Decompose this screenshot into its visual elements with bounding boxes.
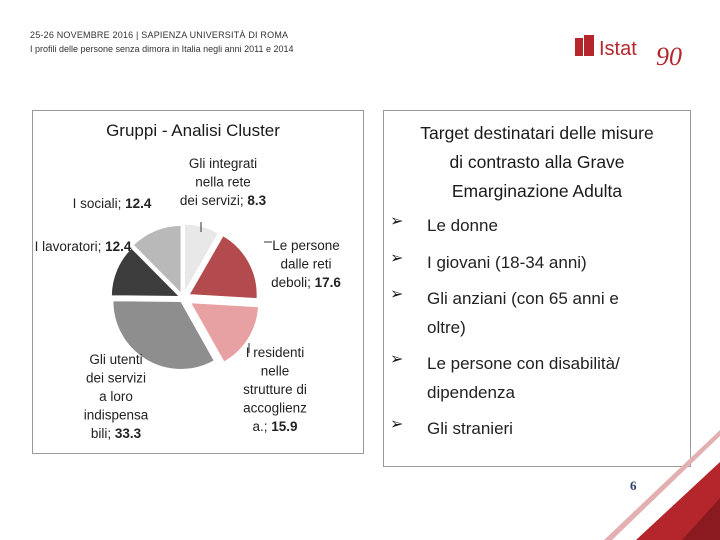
- pie-slice-value: 17.6: [311, 275, 342, 290]
- target-title-line: Emarginazione Adulta: [451, 181, 623, 201]
- arrow-bullet-icon: ➢: [390, 250, 404, 267]
- pie-slice: [184, 223, 220, 295]
- pie-slice-value: 15.9: [267, 419, 297, 434]
- pie-slice-value: 12.4: [101, 239, 132, 254]
- pie-slice-label: I lavoratori; 12.4: [35, 239, 132, 254]
- target-item-text: I giovani (18-34 anni): [427, 248, 677, 277]
- arrow-bullet-icon: ➢: [390, 351, 404, 368]
- pie-slice: [188, 235, 258, 300]
- logo-block-right: [584, 35, 594, 56]
- pie-slice-label: Le persone dalle reti deboli; 17.6: [271, 238, 341, 290]
- target-item-text: Le persone con disabilità/ dipendenza: [427, 349, 677, 407]
- pie-slice-value: 8.3: [244, 193, 267, 208]
- target-item-line: Gli stranieri: [427, 419, 513, 438]
- pie-slice: [189, 302, 260, 363]
- cluster-chart-panel: Gruppi - Analisi Cluster Gli integrati ne…: [32, 110, 364, 454]
- arrow-bullet-icon: ➢: [390, 213, 404, 230]
- corner-triangle-red: [636, 462, 720, 540]
- header-subtitle-line: I profili delle persone senza dimora in …: [30, 44, 294, 54]
- target-title: Target destinatari delle misure di contr…: [384, 119, 690, 206]
- pie-leader-lines: [200, 222, 272, 353]
- target-item-line: Le donne: [427, 216, 498, 235]
- pie-slice-label: I residenti nelle strutture di accoglienz a.…: [243, 345, 307, 434]
- logo-90-text: 90: [656, 42, 682, 71]
- pie-slice: [132, 224, 182, 295]
- logo-istat-text: Istat: [599, 38, 637, 60]
- target-item-text: Gli stranieri: [427, 414, 677, 443]
- target-panel: Target destinatari delle misure di contr…: [383, 110, 691, 467]
- pie-slice-value: 33.3: [111, 426, 142, 441]
- target-item-line: I giovani (18-34 anni): [427, 253, 587, 272]
- chart-title: Gruppi - Analisi Cluster: [106, 121, 280, 140]
- pie-slice: [112, 300, 215, 370]
- pie-labels-group: Gli integrati nella rete dei servizi; 8.3L…: [35, 156, 342, 441]
- page-number: 6: [630, 478, 637, 493]
- target-item-line: oltre): [427, 318, 466, 337]
- target-item-line: Le persone con disabilità/: [427, 354, 620, 373]
- istat-logo: Istat 90: [575, 35, 682, 71]
- pie-slice-label: Gli integrati nella rete dei servizi; 8.3: [180, 156, 267, 208]
- arrow-bullet-icon: ➢: [390, 416, 404, 433]
- logo-block-left: [575, 38, 583, 56]
- target-item-line: dipendenza: [427, 383, 515, 402]
- pie-slice-value: 12.4: [121, 196, 152, 211]
- cluster-pie-chart: Gruppi - Analisi Cluster Gli integrati ne…: [35, 121, 342, 441]
- target-item-text: Le donne: [427, 211, 677, 240]
- target-title-line: di contrasto alla Grave: [449, 152, 625, 172]
- target-title-line: Target destinatari delle misure: [420, 123, 654, 143]
- pie-slice: [110, 247, 181, 297]
- header-event-line: 25-26 NOVEMBRE 2016 | SAPIENZA UNIVERSIT…: [30, 30, 289, 40]
- pie-slice-label: Gli utenti dei servizi a loro indispensa bil…: [84, 352, 149, 441]
- target-item-line: Gli anziani (con 65 anni e: [427, 289, 619, 308]
- target-item-text: Gli anziani (con 65 anni e oltre): [427, 284, 677, 342]
- pie-slice-label: I sociali; 12.4: [73, 196, 152, 211]
- arrow-bullet-icon: ➢: [390, 286, 404, 303]
- pie-slices-group: [110, 223, 260, 370]
- corner-triangle-dark: [682, 498, 720, 540]
